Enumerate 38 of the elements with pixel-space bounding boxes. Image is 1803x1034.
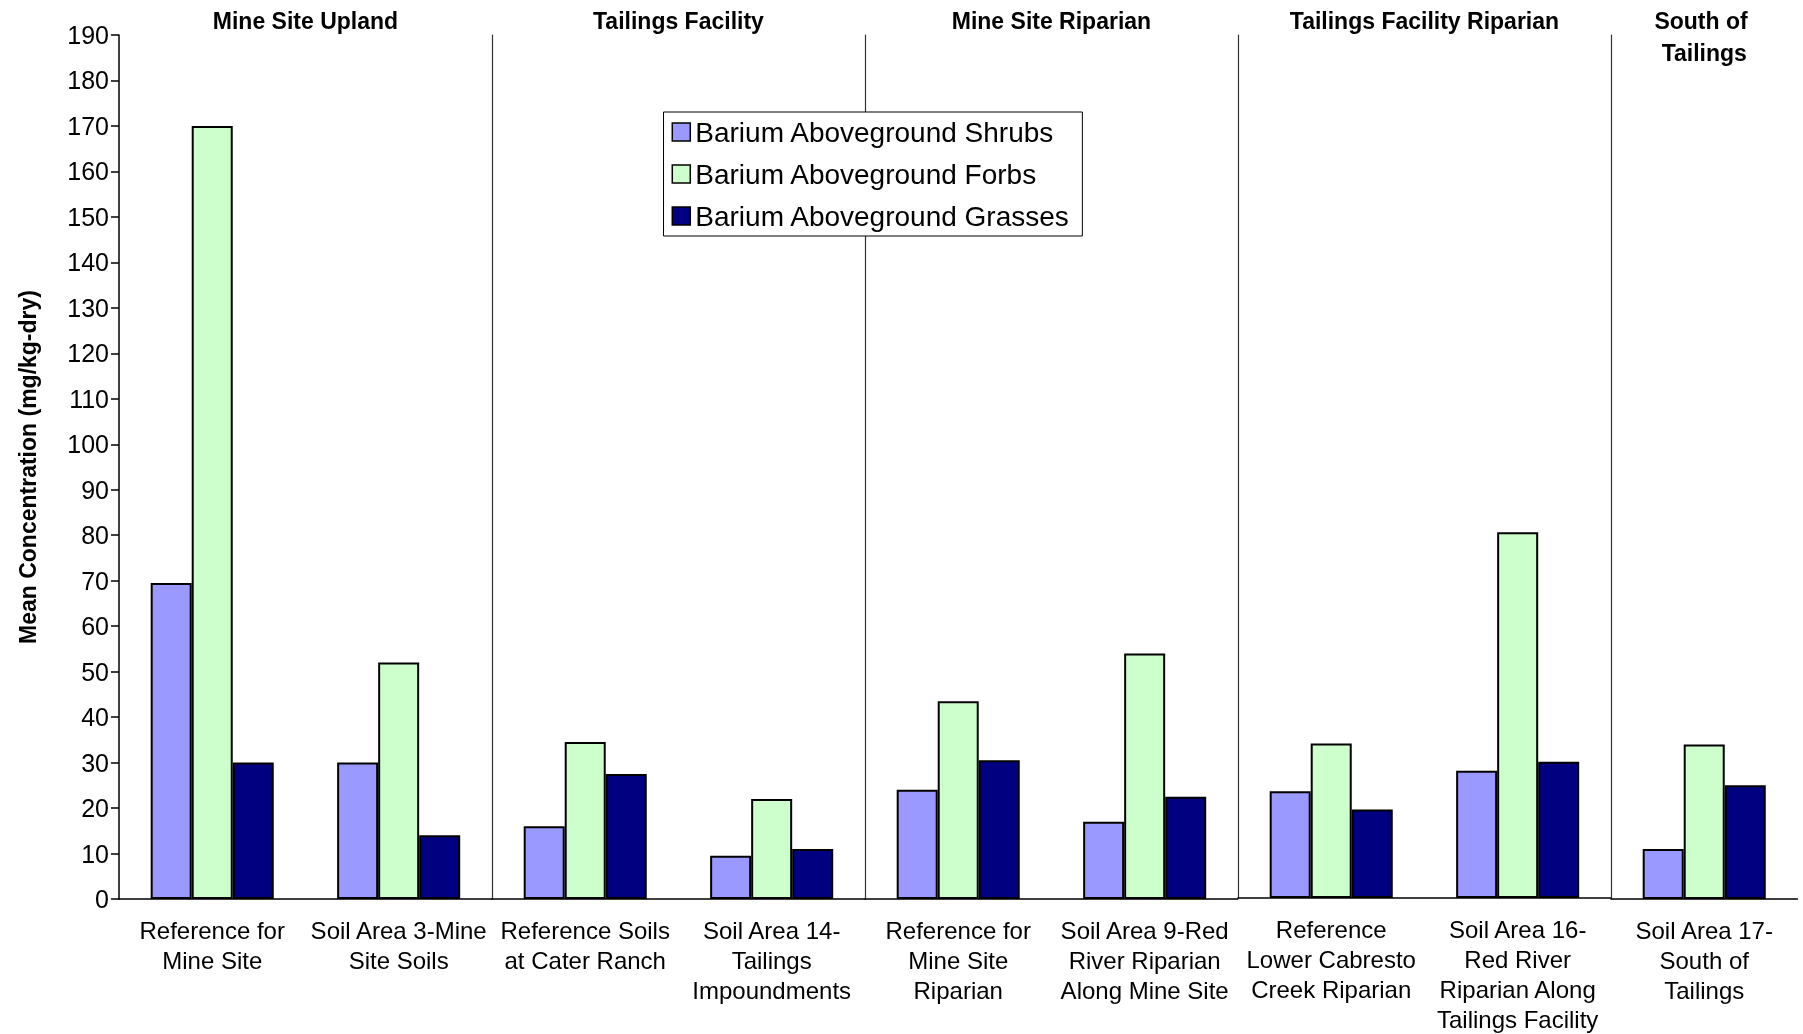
y-tick-label: 180 xyxy=(67,66,109,95)
y-tick-label: 190 xyxy=(67,21,109,49)
y-tick-label: 170 xyxy=(67,111,109,140)
y-tick-label: 110 xyxy=(69,384,109,413)
x-tick-label: Soil Area 16-Red River Riparian Along Tailings Facility xyxy=(1436,915,1599,1033)
y-tick-label: 160 xyxy=(67,157,109,186)
x-tick-label: Reference for Mine Site xyxy=(139,916,285,974)
y-axis-title: Mean Concentration (mg/kg-dry) xyxy=(14,290,41,644)
y-tick-label: 120 xyxy=(67,339,109,368)
chart-title: Mine Site Upland xyxy=(212,8,399,34)
y-tick-label: 150 xyxy=(67,202,109,231)
x-tick-label: Soil Area 17-South of Tailings xyxy=(1635,916,1773,1004)
legend-label: Barium Aboveground Forbs xyxy=(695,158,1037,190)
legend-label: Barium Aboveground Shrubs xyxy=(695,116,1054,148)
legend-label: Barium Aboveground Grasses xyxy=(695,200,1069,232)
y-tick-label: 20 xyxy=(81,794,109,823)
y-tick-label: 100 xyxy=(67,430,109,459)
y-tick-label: 0 xyxy=(95,885,109,913)
x-tick-label: Soil Area 9-Red River Riparian Along Mine Site xyxy=(1060,916,1229,1004)
y-tick-label: 10 xyxy=(81,839,109,868)
y-tick-label: 30 xyxy=(81,748,109,777)
x-tick-label: Reference Soils at Cater Ranch xyxy=(500,916,670,974)
y-tick-label: 60 xyxy=(81,612,109,641)
y-tick-label: 130 xyxy=(67,293,109,322)
y-tick-label: 140 xyxy=(67,248,109,277)
y-tick-label: 90 xyxy=(81,475,109,504)
y-tick-label: 80 xyxy=(81,521,109,550)
chart-title: Tailings Facility Riparian xyxy=(1289,8,1559,34)
chart-title: Mine Site Riparian xyxy=(951,8,1151,34)
chart-title: Tailings Facility xyxy=(592,8,764,34)
x-tick-label: Reference Lower Cabresto Creek Riparian xyxy=(1246,915,1416,1003)
x-tick-label: Soil Area 3-Mine Site Soils xyxy=(310,916,487,974)
chart-title: South of Tailings xyxy=(1653,8,1754,66)
y-tick-label: 40 xyxy=(81,703,109,732)
x-tick-label: Soil Area 14-Tailings Impoundments xyxy=(692,916,851,1004)
x-tick-label: Reference for Mine Site Riparian xyxy=(885,916,1031,1004)
y-tick-label: 70 xyxy=(81,566,109,595)
y-tick-label: 50 xyxy=(81,657,109,686)
